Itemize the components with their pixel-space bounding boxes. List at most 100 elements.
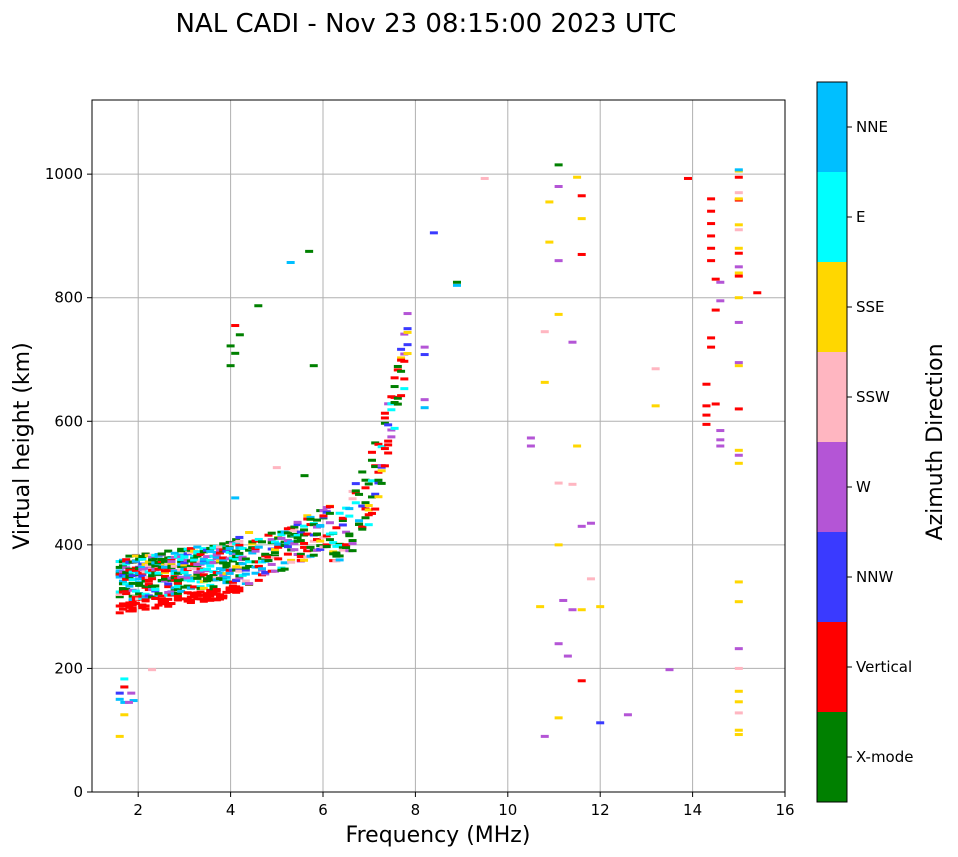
data-point <box>403 327 412 331</box>
data-point <box>154 571 163 575</box>
data-point <box>254 564 263 568</box>
data-point <box>264 559 273 563</box>
data-point <box>290 525 299 529</box>
data-point <box>707 222 716 226</box>
data-point <box>568 482 577 486</box>
data-point <box>573 175 582 179</box>
data-point <box>180 561 189 565</box>
data-point <box>222 575 231 579</box>
x-axis: 2 4 6 8 10 12 14 16 <box>133 792 795 819</box>
data-point <box>393 364 402 368</box>
data-point <box>296 539 305 543</box>
data-point <box>577 524 586 528</box>
data-point <box>148 574 157 578</box>
data-point <box>361 501 370 505</box>
data-point <box>734 265 743 269</box>
data-point <box>312 518 321 522</box>
data-point <box>480 176 489 180</box>
data-point <box>199 573 208 577</box>
data-point <box>734 461 743 465</box>
data-point <box>160 565 169 569</box>
data-point <box>351 501 360 505</box>
data-point <box>151 588 160 592</box>
colorbar-segment <box>817 442 847 532</box>
data-point <box>554 259 563 263</box>
data-point <box>711 308 720 312</box>
data-point <box>138 554 147 558</box>
data-point <box>118 564 127 568</box>
data-point <box>167 562 176 566</box>
data-point <box>115 691 124 695</box>
data-point <box>120 677 129 681</box>
data-point <box>258 567 267 571</box>
data-point <box>734 453 743 457</box>
y-tick-label: 800 <box>54 289 83 307</box>
data-point <box>384 443 393 447</box>
data-point <box>707 234 716 238</box>
data-point <box>215 551 224 555</box>
data-point <box>144 579 153 583</box>
data-point <box>151 596 160 600</box>
colorbar: X-mode Vertical NNW W SSW SSE E NNE <box>816 81 913 803</box>
data-point <box>267 538 276 542</box>
data-point <box>325 538 334 542</box>
data-point <box>420 398 429 402</box>
data-point <box>261 572 270 576</box>
data-point <box>734 361 743 365</box>
data-point <box>371 465 380 469</box>
data-point <box>128 570 137 574</box>
data-point <box>309 539 318 543</box>
data-point <box>131 601 140 605</box>
data-point <box>199 599 208 603</box>
data-point <box>235 535 244 539</box>
data-point <box>209 546 218 550</box>
data-point <box>196 593 205 597</box>
data-point <box>338 519 347 523</box>
data-point <box>734 647 743 651</box>
data-point <box>300 474 309 478</box>
data-point <box>144 583 153 587</box>
data-point <box>554 543 563 547</box>
data-point <box>361 486 370 490</box>
data-point <box>355 492 364 496</box>
data-point <box>170 564 179 568</box>
data-point <box>193 551 202 555</box>
data-point <box>135 592 144 596</box>
data-point <box>128 608 137 612</box>
data-point <box>306 515 315 519</box>
data-point <box>367 450 376 454</box>
data-point <box>180 554 189 558</box>
data-point <box>351 482 360 486</box>
data-point <box>734 246 743 250</box>
data-point <box>300 541 309 545</box>
data-point <box>122 590 131 594</box>
data-point <box>716 438 725 442</box>
data-point <box>683 176 692 180</box>
data-point <box>355 522 364 526</box>
data-point <box>128 581 137 585</box>
data-point <box>180 570 189 574</box>
data-point <box>122 587 131 591</box>
colorbar-segment <box>817 712 847 802</box>
data-point <box>264 533 273 537</box>
colorbar-tick-label: NNW <box>856 568 893 586</box>
data-point <box>397 369 406 373</box>
data-point <box>707 197 716 201</box>
data-point <box>316 539 325 543</box>
data-point <box>235 576 244 580</box>
data-point <box>348 539 357 543</box>
data-point <box>225 546 234 550</box>
colorbar-tick-label: X-mode <box>856 748 913 766</box>
data-point <box>734 228 743 232</box>
data-point <box>377 445 386 449</box>
data-point <box>554 185 563 188</box>
data-point <box>212 589 221 593</box>
data-point <box>403 343 412 347</box>
data-point <box>251 539 260 543</box>
data-point <box>364 482 373 486</box>
data-point <box>345 534 354 538</box>
data-point <box>734 689 743 693</box>
data-point <box>338 548 347 552</box>
data-point <box>332 526 341 530</box>
data-point <box>118 607 127 611</box>
